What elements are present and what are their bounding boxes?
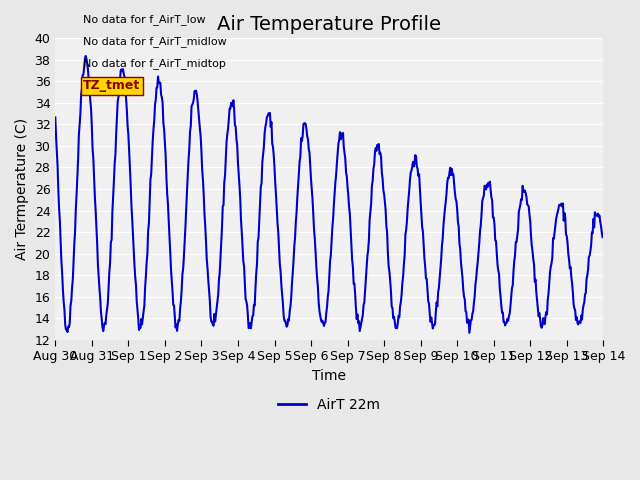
Text: No data for f_AirT_midtop: No data for f_AirT_midtop [83, 58, 226, 69]
X-axis label: Time: Time [312, 369, 346, 383]
Text: No data for f_AirT_midlow: No data for f_AirT_midlow [83, 36, 227, 47]
Legend: AirT 22m: AirT 22m [273, 392, 386, 417]
Text: No data for f_AirT_low: No data for f_AirT_low [83, 14, 206, 25]
Y-axis label: Air Termperature (C): Air Termperature (C) [15, 118, 29, 260]
Title: Air Temperature Profile: Air Temperature Profile [218, 15, 442, 34]
Text: TZ_tmet: TZ_tmet [83, 79, 140, 92]
